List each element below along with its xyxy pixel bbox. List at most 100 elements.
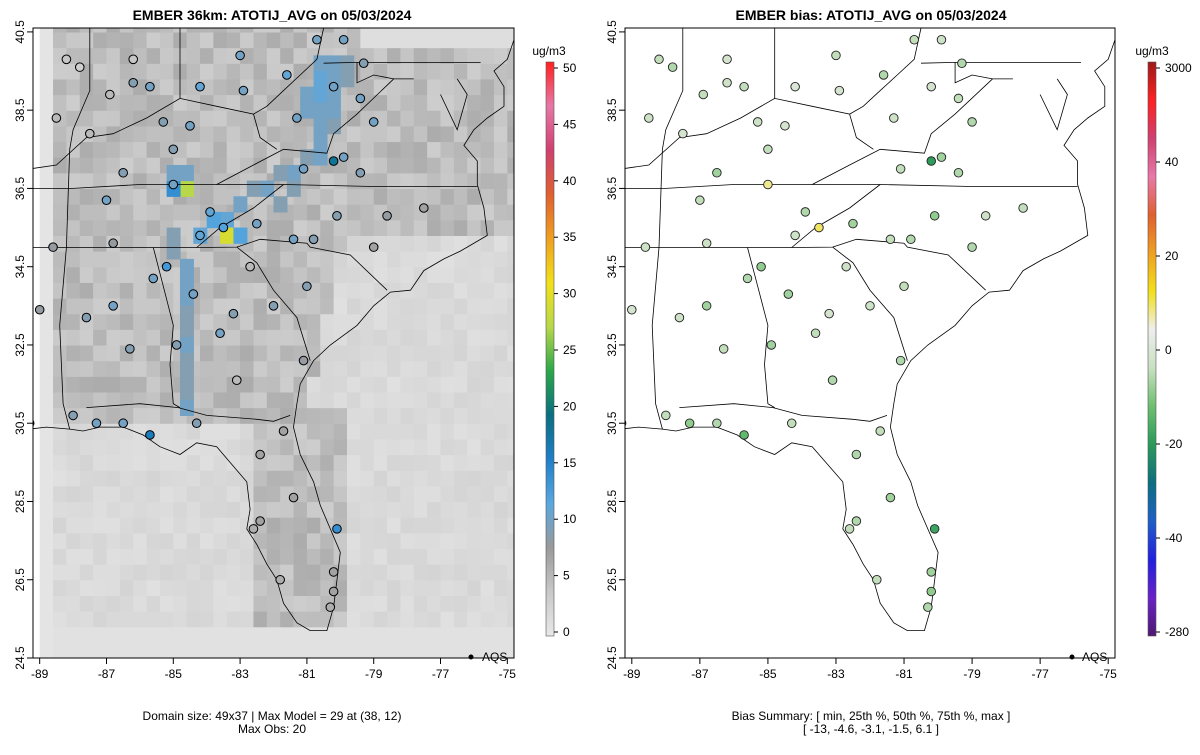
observation-site-marker	[205, 207, 215, 217]
bias-site-marker	[841, 261, 851, 272]
colorbar-tick-label: 10	[563, 512, 577, 526]
observation-site-marker	[358, 58, 369, 69]
colorbar-tick-label: 5	[563, 569, 570, 583]
observation-site-marker	[308, 234, 319, 245]
bias-site-marker	[780, 121, 790, 131]
aqs-legend-dot	[1069, 654, 1075, 660]
observation-site-marker	[312, 34, 322, 45]
right-x-axis: -89 -87 -85 -83 -81 -79 -77 -75	[623, 658, 1117, 681]
colorbar-tick-label: 20	[563, 399, 577, 413]
bias-site-marker	[872, 574, 882, 585]
y-tick-label: 40.5	[13, 20, 27, 44]
observation-site-marker	[158, 117, 169, 127]
x-tick-label: -83	[231, 667, 249, 681]
x-tick-label: -85	[759, 667, 777, 681]
bias-site-marker	[722, 78, 732, 88]
state-boundaries	[33, 28, 514, 631]
model-cell	[179, 384, 194, 401]
y-tick-label: 38.5	[605, 98, 619, 122]
observation-site-marker	[228, 308, 239, 319]
bias-site-marker	[923, 602, 933, 612]
bias-site-marker	[885, 492, 896, 503]
model-cell	[340, 55, 355, 72]
bias-site-marker	[661, 410, 671, 421]
colorbar-tick-label: 30	[563, 287, 577, 301]
bias-site-marker	[953, 168, 964, 178]
left-colorbar: ug/m3 0 5 10 15 20 25 30 35 40 45 50	[532, 44, 576, 639]
bias-site-marker	[786, 418, 797, 428]
y-tick-label: 38.5	[13, 98, 27, 122]
colorbar-tick-label: 40	[563, 174, 577, 188]
y-tick-label: 30.5	[13, 411, 27, 435]
observation-site-marker	[328, 81, 339, 92]
bias-site-marker	[783, 289, 794, 299]
observation-site-marker	[255, 449, 265, 460]
y-tick-label: 28.5	[605, 489, 619, 513]
bias-site-marker	[953, 93, 964, 104]
bias-site-marker	[878, 70, 889, 80]
x-tick-label: -87	[691, 667, 709, 681]
bias-site-marker	[800, 207, 811, 217]
observation-site-marker	[238, 85, 249, 96]
y-tick-label: 36.5	[13, 176, 27, 200]
y-tick-label: 40.5	[605, 20, 619, 44]
model-cell	[286, 180, 301, 197]
bias-site-marker	[936, 34, 947, 45]
observation-site-marker	[128, 77, 139, 88]
bias-site-marker	[640, 242, 651, 252]
observation-site-marker	[368, 242, 379, 252]
observation-site-marker	[108, 301, 118, 311]
y-tick-label: 34.5	[13, 255, 27, 279]
observation-site-marker	[231, 375, 242, 385]
x-tick-label: -89	[623, 667, 641, 681]
observation-site-marker	[278, 426, 289, 436]
bias-site-marker	[885, 234, 896, 245]
model-cell	[166, 164, 181, 182]
model-cell	[313, 118, 328, 135]
right-footer-line1: Bias Summary: [ min, 25th %, 50th %, 75t…	[732, 709, 1011, 723]
model-cell	[179, 305, 194, 323]
observation-site-marker	[161, 261, 172, 272]
bias-site-marker	[674, 312, 685, 323]
observation-site-marker	[288, 234, 299, 245]
observation-site-marker	[118, 418, 128, 429]
observation-site-marker	[101, 195, 112, 205]
observation-site-marker	[268, 301, 279, 311]
observation-site-marker	[302, 281, 312, 292]
bias-site-marker	[678, 128, 688, 139]
left-footer-line1: Domain size: 49x37 | Max Model = 29 at (…	[143, 709, 402, 723]
observation-site-marker	[91, 418, 102, 429]
y-tick-label: 34.5	[605, 255, 619, 279]
observation-site-marker	[332, 211, 342, 221]
model-cell	[179, 352, 194, 370]
observation-site-marker	[338, 34, 349, 45]
observation-site-marker	[368, 117, 379, 127]
observation-site-marker	[255, 516, 265, 526]
right-colorbar-gradient	[1147, 61, 1157, 637]
bias-site-marker	[627, 304, 637, 315]
bias-site-marker	[926, 567, 937, 577]
model-cell	[179, 399, 194, 416]
bias-site-marker	[1018, 203, 1028, 213]
colorbar-tick-label: 40	[1165, 155, 1179, 169]
right-footer-line2: [ -13, -4.6, -3.1, -1.5, 6.1 ]	[803, 722, 939, 736]
model-cell	[273, 164, 288, 182]
bias-site-marker	[831, 50, 841, 61]
y-tick-label: 36.5	[605, 176, 619, 200]
bias-site-marker	[701, 301, 712, 311]
aqs-legend-dot	[468, 654, 474, 660]
bias-site-marker	[763, 144, 773, 155]
observation-site-marker	[248, 524, 259, 534]
observation-site-marker	[218, 222, 229, 233]
right-legend-label: AQS	[1082, 650, 1107, 664]
bias-site-marker	[766, 340, 777, 350]
x-tick-label: -85	[165, 667, 183, 681]
bias-site-marker	[790, 81, 800, 92]
model-cell	[179, 274, 194, 291]
bias-site-marker	[763, 179, 773, 190]
y-tick-label: 32.5	[13, 333, 27, 357]
bias-site-marker	[909, 34, 919, 45]
bias-site-marker	[695, 195, 705, 205]
observation-site-marker	[191, 418, 202, 429]
